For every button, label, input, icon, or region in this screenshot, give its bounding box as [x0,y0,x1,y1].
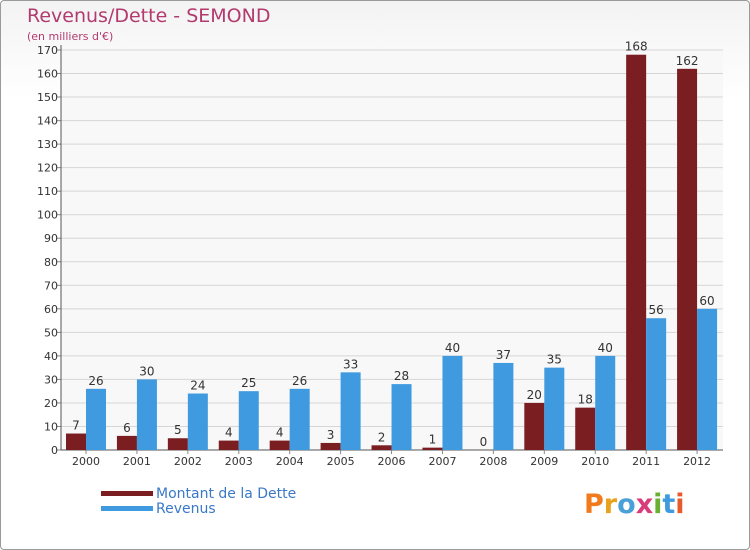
data-label-revenus: 33 [343,357,358,371]
y-tick-label: 60 [44,303,58,316]
y-tick-label: 80 [44,256,58,269]
x-tick-label: 2012 [683,455,711,468]
bar-revenus [697,308,718,450]
data-label-dette: 0 [480,435,488,449]
bar-revenus [442,355,463,450]
bar-dette [320,442,341,450]
bar-dette [66,433,86,450]
bar-revenus [595,355,616,450]
y-tick-label: 130 [37,138,58,151]
x-tick-label: 2001 [123,455,151,468]
x-tick-label: 2009 [530,455,558,468]
bar-dette [524,402,545,450]
data-label-dette: 6 [123,421,131,435]
x-tick-label: 2010 [581,455,609,468]
y-tick-label: 150 [37,91,58,104]
x-tick-label: 2004 [276,455,304,468]
chart-title: Revenus/Dette - SEMOND [27,5,271,27]
bar-dette [218,440,239,450]
x-tick-label: 2000 [72,455,100,468]
legend-swatch-dette [101,491,153,496]
data-label-dette: 18 [578,393,593,407]
y-tick-label: 140 [37,115,58,128]
data-label-dette: 162 [676,54,699,68]
data-label-dette: 20 [527,388,542,402]
bar-revenus [340,372,361,450]
y-tick-label: 20 [44,397,58,410]
bar-dette [167,438,188,450]
bar-revenus [187,393,208,450]
data-label-revenus: 24 [190,379,205,393]
y-tick-label: 30 [44,373,58,386]
bar-revenus [289,388,310,450]
y-tick-label: 50 [44,326,58,339]
x-tick-label: 2003 [225,455,253,468]
x-tick-label: 2007 [428,455,456,468]
legend-swatch-revenus [101,506,153,511]
bar-dette [371,445,392,450]
data-label-revenus: 26 [88,374,103,388]
bar-dette [269,440,290,450]
legend-label-dette: Montant de la Dette [156,486,297,502]
y-tick-label: 0 [51,444,58,457]
data-label-dette: 4 [225,426,233,440]
y-tick-label: 120 [37,162,58,175]
x-tick-label: 2005 [327,455,355,468]
data-label-revenus: 60 [699,294,714,308]
data-label-revenus: 40 [445,341,460,355]
bar-dette [575,407,596,450]
data-label-revenus: 37 [496,348,511,362]
bar-revenus [493,362,514,450]
legend-label-revenus: Revenus [156,501,216,517]
data-label-revenus: 28 [394,369,409,383]
data-label-dette: 7 [72,419,80,433]
x-tick-label: 2006 [378,455,406,468]
data-label-dette: 168 [625,40,648,54]
bar-dette [626,54,647,451]
bar-dette [422,447,443,450]
data-label-revenus: 25 [241,376,256,390]
x-tick-label: 2002 [174,455,202,468]
y-tick-label: 40 [44,350,58,363]
y-tick-label: 100 [37,209,58,222]
data-label-dette: 5 [174,423,182,437]
bar-dette [116,435,137,450]
bar-revenus [544,367,565,450]
data-label-dette: 1 [429,433,437,447]
data-label-revenus: 40 [598,341,613,355]
y-tick-label: 170 [37,44,58,57]
bar-revenus [238,391,259,450]
x-tick-label: 2011 [632,455,660,468]
x-tick-label: 2008 [479,455,507,468]
data-label-revenus: 35 [547,353,562,367]
data-label-revenus: 56 [649,303,664,317]
proxiti-logo: Proxiti [584,489,685,520]
bar-revenus [646,318,667,450]
y-tick-label: 160 [37,68,58,81]
data-label-revenus: 30 [139,364,154,378]
bar-dette [677,68,698,450]
bar-revenus [136,379,157,450]
y-tick-label: 110 [37,185,58,198]
y-tick-label: 70 [44,279,58,292]
chart-subtitle: (en milliers d'€) [27,30,114,43]
data-label-dette: 4 [276,426,284,440]
y-tick-label: 90 [44,232,58,245]
bar-revenus [86,388,106,450]
data-label-revenus: 26 [292,374,307,388]
y-tick-label: 10 [44,420,58,433]
data-label-dette: 3 [327,428,335,442]
bar-revenus [391,384,412,450]
data-label-dette: 2 [378,430,386,444]
